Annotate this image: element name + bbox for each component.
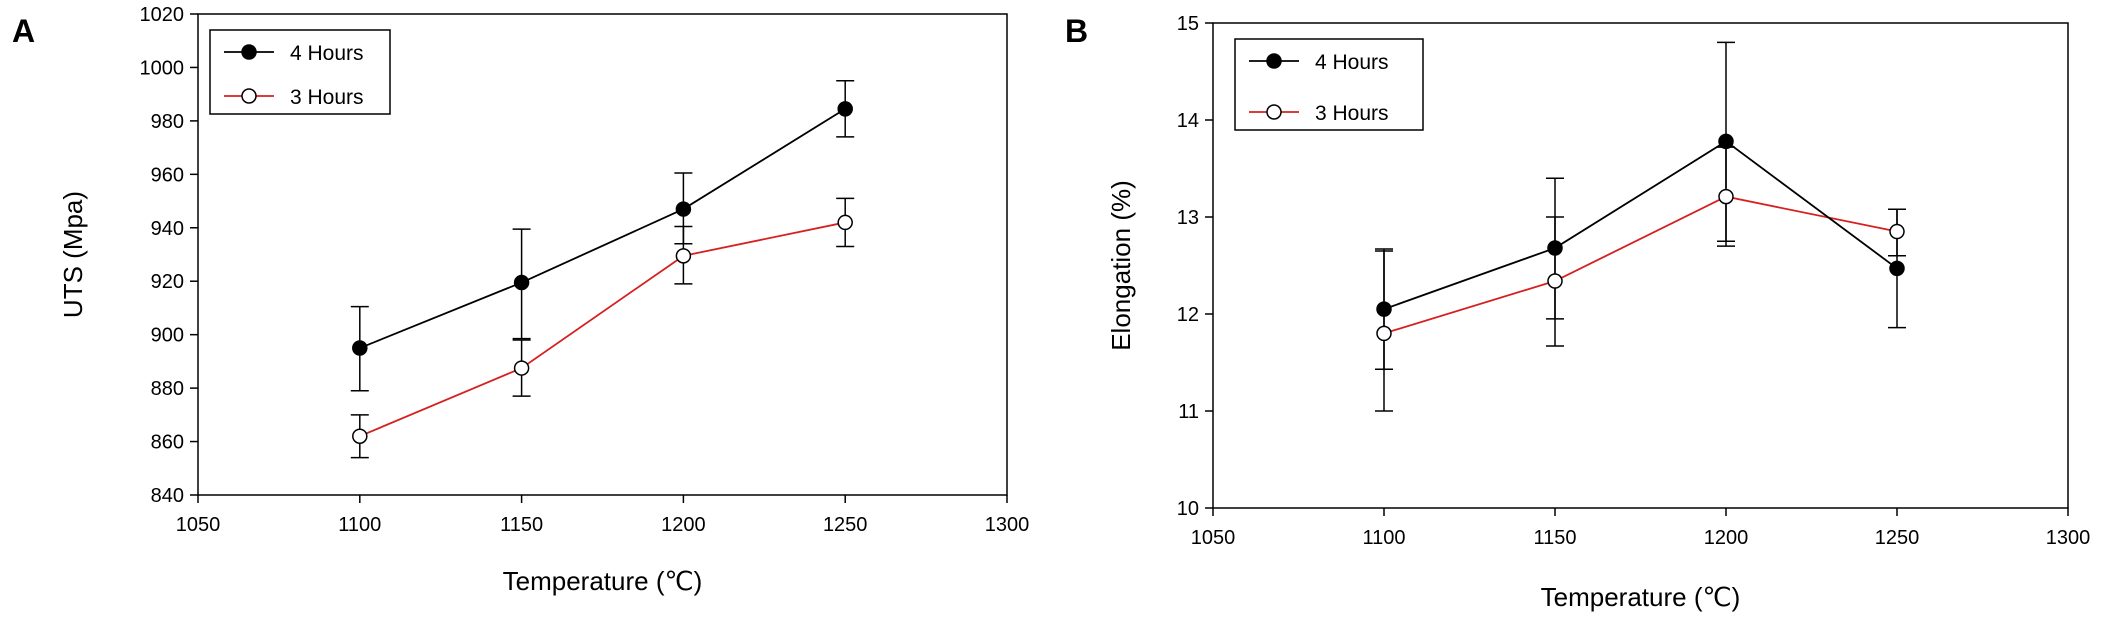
y-tick-label: 15: [1177, 13, 1199, 35]
y-tick-label: 12: [1177, 304, 1199, 326]
series-line-4-hours: [1383, 140, 1898, 310]
data-point-4-hours: [675, 201, 692, 217]
legend-label: 4 Hours: [290, 42, 364, 65]
series-line-4-hours: [359, 108, 846, 349]
y-tick-label: 840: [151, 485, 184, 507]
x-tick-label: 1150: [500, 514, 543, 536]
legend-label: 3 Hours: [1315, 102, 1389, 125]
data-point-3-hours: [352, 428, 368, 444]
x-tick-label: 1250: [823, 514, 868, 536]
legend-box: [209, 29, 391, 115]
x-tick-label: 1100: [1362, 527, 1405, 549]
y-tick-label: 10: [1177, 498, 1199, 520]
x-axis-label: Temperature (℃): [503, 566, 703, 596]
data-point-3-hours: [1376, 325, 1392, 342]
plot-frame: [1212, 22, 2069, 509]
y-tick-label: 860: [151, 432, 184, 454]
legend-box: [1234, 38, 1424, 131]
series-line-3-hours: [1383, 195, 1898, 335]
legend-label: 3 Hours: [290, 86, 364, 109]
x-tick-label: 1300: [2046, 527, 2091, 549]
data-point-4-hours: [1547, 240, 1563, 256]
y-tick-label: 980: [151, 111, 184, 133]
legend-marker: [1266, 53, 1282, 69]
data-point-3-hours: [1718, 188, 1734, 205]
y-tick-label: 920: [151, 271, 184, 293]
plot-frame: [197, 13, 1008, 496]
data-point-4-hours: [513, 274, 530, 291]
y-tick-label: 1000: [140, 57, 185, 79]
data-point-3-hours: [513, 360, 530, 376]
y-tick-label: 960: [151, 164, 184, 186]
legend-marker: [241, 88, 257, 104]
legend-label: 4 Hours: [1315, 51, 1389, 74]
legend-marker: [1266, 104, 1282, 120]
panel-label-a: A: [12, 13, 35, 49]
y-tick-label: 880: [151, 378, 184, 400]
data-point-3-hours: [675, 248, 692, 264]
y-tick-label: 900: [151, 325, 184, 347]
data-point-4-hours: [1889, 260, 1905, 277]
x-tick-label: 1250: [1875, 527, 1920, 549]
x-tick-label: 1150: [1533, 527, 1576, 549]
y-tick-label: 14: [1177, 110, 1199, 132]
data-point-4-hours: [352, 340, 368, 356]
y-tick-label: 13: [1177, 207, 1199, 229]
x-tick-label: 1100: [338, 514, 381, 536]
data-point-4-hours: [1376, 301, 1392, 317]
data-point-3-hours: [1547, 273, 1563, 289]
y-tick-label: 11: [1178, 401, 1199, 423]
y-axis-label: UTS (Mpa): [58, 191, 88, 318]
x-tick-label: 1050: [1191, 527, 1236, 549]
x-tick-label: 1200: [1704, 527, 1749, 549]
data-point-4-hours: [1718, 133, 1734, 150]
panel-label-b: B: [1065, 13, 1088, 49]
data-point-3-hours: [1889, 223, 1905, 240]
x-tick-label: 1200: [661, 514, 706, 536]
y-tick-label: 940: [151, 218, 184, 240]
x-tick-label: 1300: [985, 514, 1030, 536]
data-point-3-hours: [837, 214, 853, 231]
x-tick-label: 1050: [176, 514, 221, 536]
x-axis-label: Temperature (℃): [1541, 582, 1741, 612]
chart-panel-a: A 1050 1100 1150 1200 1250 1300 840 860 880 900 92…: [12, 4, 1029, 596]
legend-marker: [241, 44, 257, 60]
y-tick-label: 1020: [140, 4, 185, 26]
chart-panel-b: B 1050 1100 1150 1200 1250 1300 10 11 12 13 14 15 Te…: [1065, 13, 2090, 612]
data-point-4-hours: [837, 101, 853, 117]
series-line-3-hours: [359, 221, 846, 438]
y-axis-label: Elongation (%): [1106, 180, 1136, 351]
